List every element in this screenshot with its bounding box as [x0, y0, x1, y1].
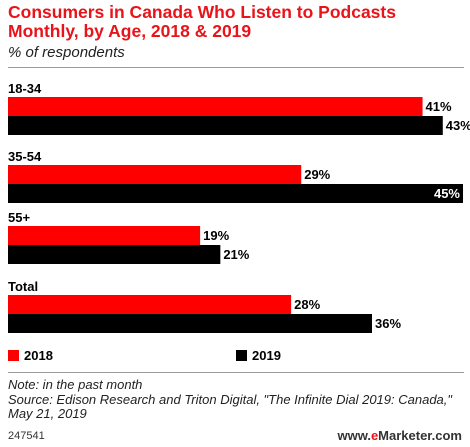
bar-2018-1: [8, 165, 302, 184]
chart-subtitle: % of respondents: [8, 44, 125, 61]
bar-2019-2: [8, 245, 221, 264]
data-label-2018-2: 19%: [203, 228, 229, 243]
chart-notes: Note: in the past month Source: Edison R…: [8, 377, 468, 422]
brand-prefix: www.: [337, 428, 371, 443]
bar-2019-3: [8, 314, 372, 333]
top-divider: [8, 67, 464, 68]
bar-2018-0: [8, 97, 423, 116]
notes-divider: [8, 372, 464, 373]
chart-id: 247541: [8, 430, 45, 442]
legend-label-2019: 2019: [252, 348, 281, 363]
category-label-1: 35-54: [8, 149, 42, 164]
chart-title: Consumers in Canada Who Listen to Podcas…: [8, 2, 396, 41]
bar-chart: 18-34 41% 43% 35-54 29% 45% 55+ 19% 21% Total 28% 3…: [8, 81, 470, 363]
data-label-2018-0: 41%: [426, 99, 452, 114]
source-text: Source: Edison Research and Triton Digit…: [8, 391, 453, 407]
bar-2018-3: [8, 295, 292, 314]
data-label-2018-3: 28%: [294, 297, 320, 312]
bar-2018-2: [8, 226, 201, 245]
category-label-2: 55+: [8, 210, 30, 225]
data-label-2019-1: 45%: [434, 186, 460, 201]
bar-2019-1: [8, 184, 463, 203]
data-label-2019-3: 36%: [375, 316, 401, 331]
category-label-3: Total: [8, 279, 38, 294]
brand-e: e: [370, 428, 379, 443]
category-label-0: 18-34: [8, 81, 42, 96]
legend-swatch-2019: [236, 350, 247, 361]
data-label-2018-1: 29%: [304, 167, 330, 182]
data-label-2019-0: 43%: [446, 118, 470, 133]
source-date: May 21, 2019: [8, 406, 87, 421]
bar-2019-0: [8, 116, 443, 135]
legend-swatch-2018: [8, 350, 19, 361]
data-label-2019-2: 21%: [223, 247, 249, 262]
note-text: Note: in the past month: [8, 377, 143, 392]
legend-label-2018: 2018: [24, 348, 53, 363]
brand-logo[interactable]: www.eMarketer.com: [337, 428, 462, 443]
brand-rest: Marketer.com: [378, 428, 462, 443]
